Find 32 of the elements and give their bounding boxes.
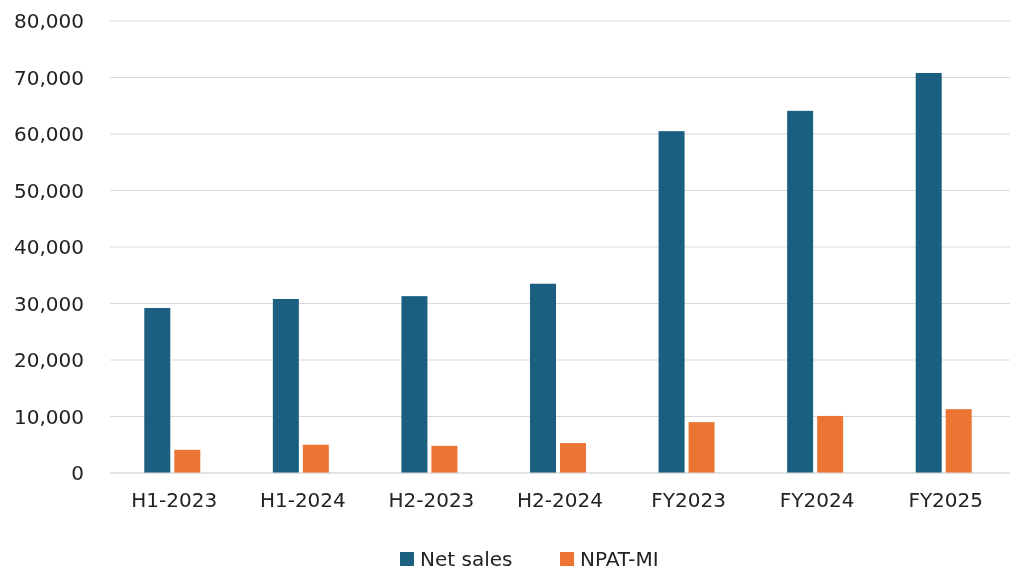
bar [817,415,844,473]
bar [658,131,685,473]
y-tick-label: 80,000 [14,9,84,33]
bar [272,298,299,473]
bar [144,308,171,473]
x-tick-label: FY2023 [651,488,726,512]
bar [174,449,201,473]
bar [560,443,586,473]
legend-label: Net sales [420,547,513,571]
bar [945,409,972,473]
x-tick-label: FY2024 [779,488,855,512]
y-tick-label: 70,000 [14,65,84,90]
bar [302,444,329,473]
x-tick-label: H1-2024 [259,488,346,512]
bar [530,283,556,473]
x-tick-label: H2-2024 [517,488,603,512]
y-tick-label: 0 [71,461,84,485]
y-tick-label: 40,000 [14,235,84,259]
x-tick-label: FY2025 [908,488,984,512]
x-tick-label: H1-2023 [131,488,218,512]
bar [787,110,814,473]
y-tick-label: 20,000 [14,348,84,372]
y-tick-label: 60,000 [14,122,84,146]
y-tick-label: 50,000 [14,178,84,203]
y-tick-label: 30,000 [14,291,84,316]
bar [401,296,428,473]
bar [688,422,715,473]
y-tick-label: 10,000 [14,404,84,429]
bar [915,72,942,473]
bar [431,445,458,473]
x-tick-label: H2-2023 [388,488,475,512]
legend-label: NPAT-MI [580,547,659,571]
